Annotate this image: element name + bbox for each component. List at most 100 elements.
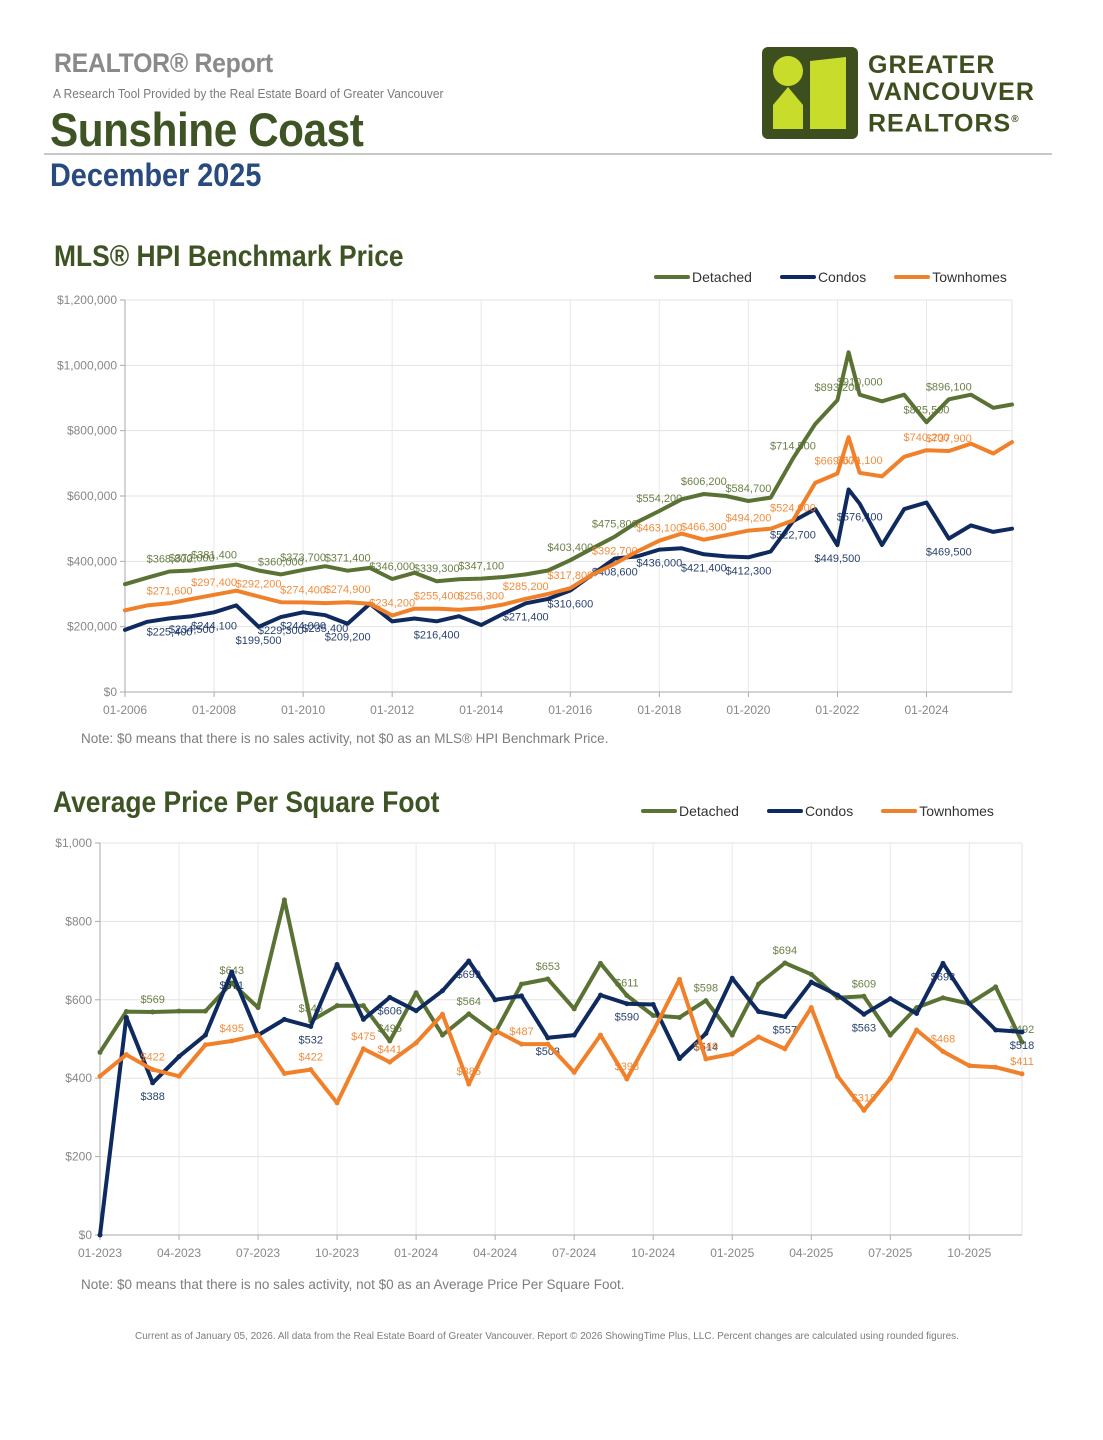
- data-label-townhomes: $318: [852, 1092, 876, 1104]
- data-point-condos: [703, 1031, 709, 1037]
- data-label-townhomes: $495: [219, 1023, 243, 1035]
- data-label-townhomes: $292,200: [236, 579, 282, 591]
- series-line-detached: [98, 897, 1024, 1055]
- x-tick-label: 07-2023: [236, 1246, 280, 1260]
- region-title: Sunshine Coast: [50, 103, 364, 156]
- data-label-townhomes: $274,400: [280, 584, 326, 596]
- data-label-townhomes: $285,200: [503, 581, 549, 593]
- data-point-townhomes: [624, 1076, 630, 1082]
- data-label-townhomes: $740,200: [904, 432, 950, 444]
- data-point-townhomes: [255, 1032, 261, 1038]
- data-label-detached: $609: [852, 978, 876, 990]
- data-point-condos: [281, 1016, 287, 1022]
- data-label-detached: $569: [140, 994, 164, 1006]
- chart2-title: Average Price Per Square Foot: [53, 786, 440, 819]
- footer-disclaimer: Current as of January 05, 2026. All data…: [135, 1331, 959, 1342]
- data-point-condos: [308, 1023, 314, 1029]
- data-label-detached: $403,400: [547, 542, 593, 554]
- x-tick-label: 01-2014: [459, 703, 503, 717]
- chart1-legend: Detached Condos Townhomes: [654, 269, 1007, 285]
- data-point-condos: [993, 1027, 999, 1033]
- legend-swatch-detached: [641, 809, 677, 813]
- data-label-detached: $339,300: [414, 563, 460, 575]
- data-point-detached: [545, 976, 551, 982]
- x-tick-label: 07-2024: [552, 1246, 596, 1260]
- data-label-townhomes: $441: [378, 1044, 402, 1056]
- data-label-detached: $910,000: [837, 377, 883, 389]
- data-point-detached: [229, 980, 235, 986]
- data-label-townhomes: $475: [351, 1031, 375, 1043]
- data-point-townhomes: [808, 1005, 814, 1011]
- data-point-condos: [97, 1232, 103, 1238]
- gvr-logo-text: GREATER VANCOUVER REALTORS®: [868, 52, 1035, 137]
- y-tick-label: $200,000: [67, 620, 117, 634]
- data-point-condos: [518, 993, 524, 999]
- logo-icon: [773, 56, 846, 129]
- data-label-detached: $714,500: [770, 441, 816, 453]
- data-label-condos: $271,400: [503, 611, 549, 623]
- data-point-townhomes: [1019, 1071, 1025, 1077]
- data-point-condos: [413, 1008, 419, 1014]
- data-label-detached: $564: [457, 996, 481, 1008]
- data-label-condos: $699: [457, 969, 481, 981]
- data-label-townhomes: $297,400: [191, 577, 237, 589]
- x-tick-label: 01-2018: [637, 703, 681, 717]
- series-line-condos: [98, 959, 1024, 1237]
- data-label-townhomes: $271,600: [147, 585, 193, 597]
- y-tick-label: $800,000: [67, 424, 117, 438]
- legend-label: Detached: [679, 803, 739, 819]
- legend-detached: Detached: [654, 269, 752, 285]
- data-label-detached: $893,200: [815, 382, 861, 394]
- data-label-condos: $388: [140, 1091, 164, 1103]
- data-label-townhomes: $411: [1010, 1056, 1034, 1068]
- x-tick-label: 01-2020: [726, 703, 770, 717]
- data-label-townhomes: $463,100: [636, 523, 682, 535]
- data-label-townhomes: $737,900: [926, 433, 972, 445]
- data-point-condos: [439, 988, 445, 994]
- data-label-detached: $475,800: [592, 519, 638, 531]
- data-point-townhomes: [413, 1040, 419, 1046]
- data-point-detached: [993, 984, 999, 990]
- data-point-townhomes: [97, 1073, 103, 1079]
- data-point-detached: [413, 990, 419, 996]
- y-tick-label: $200: [65, 1150, 92, 1164]
- data-label-townhomes: $385: [457, 1066, 481, 1078]
- data-point-detached: [334, 1003, 340, 1009]
- data-label-detached: $598: [694, 983, 718, 995]
- data-label-condos: $606: [378, 1005, 402, 1017]
- data-point-condos: [123, 1014, 129, 1020]
- x-tick-label: 04-2025: [789, 1246, 833, 1260]
- data-point-condos: [545, 1035, 551, 1041]
- series-line-townhomes: [123, 435, 1014, 618]
- data-point-townhomes: [940, 1049, 946, 1055]
- data-label-detached: $371,400: [325, 553, 371, 565]
- data-label-detached: $347,100: [458, 561, 504, 573]
- data-point-detached: [255, 1005, 261, 1011]
- x-tick-label: 01-2010: [281, 703, 325, 717]
- data-point-townhomes: [308, 1067, 314, 1073]
- legend-label: Townhomes: [919, 803, 994, 819]
- data-label-detached: $373,700: [280, 552, 326, 564]
- data-point-condos: [887, 996, 893, 1002]
- data-point-townhomes: [835, 1073, 841, 1079]
- legend-condos: Condos: [766, 803, 853, 819]
- data-label-detached: $896,100: [926, 381, 972, 393]
- data-point-townhomes: [334, 1100, 340, 1106]
- x-tick-label: 01-2024: [394, 1246, 438, 1260]
- data-point-townhomes: [729, 1051, 735, 1057]
- data-label-detached: $584,700: [725, 483, 771, 495]
- data-point-condos: [966, 1001, 972, 1007]
- y-tick-label: $1,000,000: [57, 358, 117, 372]
- header-divider: [44, 153, 1052, 155]
- data-point-detached: [703, 998, 709, 1004]
- data-point-townhomes: [150, 1067, 156, 1073]
- data-label-townhomes: $392,700: [592, 546, 638, 558]
- data-point-condos: [229, 969, 235, 975]
- x-tick-label: 01-2008: [192, 703, 236, 717]
- data-label-condos: $590: [615, 1012, 639, 1024]
- data-point-detached: [466, 1011, 472, 1017]
- y-tick-label: $0: [104, 685, 118, 699]
- data-label-condos: $518: [1010, 1040, 1034, 1052]
- data-point-townhomes: [202, 1042, 208, 1048]
- data-label-townhomes: $524,900: [770, 503, 816, 515]
